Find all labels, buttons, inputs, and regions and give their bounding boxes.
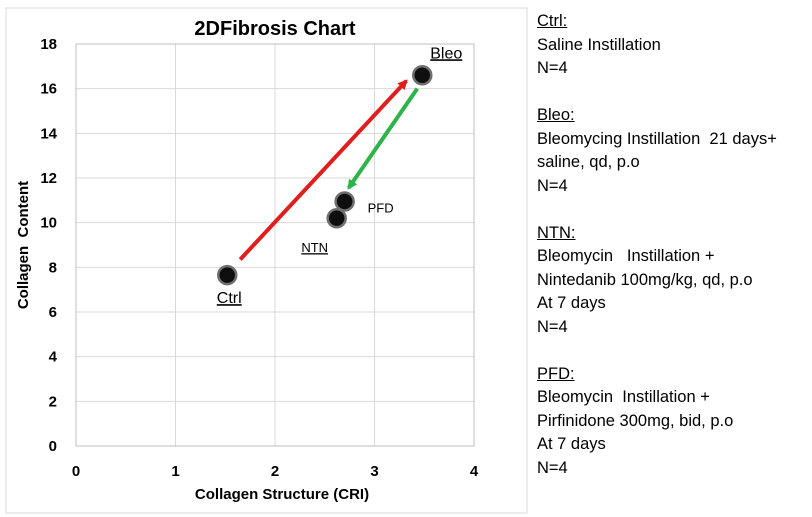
y-tick-label: 4	[49, 349, 58, 366]
y-tick-label: 2	[49, 393, 57, 410]
legend-line: Bleomycin Instillation +	[537, 247, 715, 265]
y-tick-label: 10	[40, 215, 57, 232]
data-point-pfd	[334, 191, 355, 212]
legend-block: PFD: Bleomycin Instillation + Pirfinidone …	[537, 363, 809, 481]
y-tick-label: 14	[40, 125, 57, 142]
legend-line: N=4	[537, 59, 568, 77]
point-label-bleo: Bleo	[430, 45, 462, 62]
x-tick-label: 4	[470, 463, 479, 480]
legend-line: N=4	[537, 458, 568, 477]
x-tick-label: 0	[72, 463, 80, 480]
trend-arrow	[346, 87, 419, 190]
legend-line: N=4	[537, 176, 568, 195]
chart-frame	[5, 7, 528, 514]
legend-block: NTN: Bleomycin Instillation + Nintedanib 1…	[537, 222, 809, 340]
y-tick-label: 8	[49, 259, 57, 276]
y-axis-label: Collagen Content	[15, 181, 32, 309]
legend-heading: NTN:	[537, 223, 576, 242]
data-point-bleo	[412, 65, 433, 86]
y-tick-label: 0	[49, 438, 57, 455]
data-point-ntn	[326, 207, 347, 229]
y-tick-label: 18	[40, 36, 57, 53]
trend-arrow	[238, 79, 408, 261]
chart-title: 2DFibrosis Chart	[194, 18, 355, 40]
y-tick-label: 16	[40, 81, 57, 98]
legend-line: Nintedanib 100mg/kg, qd, p.o	[537, 270, 753, 289]
arrows	[238, 79, 419, 261]
legend-line: saline, qd, p.o	[537, 153, 640, 171]
x-axis-label: Collagen Structure (CRI)	[195, 486, 369, 503]
legend-line: Bleomycing Instillation 21 days+	[537, 129, 777, 148]
legend-heading: PFD:	[537, 364, 575, 383]
legend-block: Ctrl: Saline Instillation N=4	[537, 10, 809, 81]
legend-line: Pirfinidone 300mg, bid, p.o	[537, 411, 734, 430]
x-tick-label: 1	[171, 463, 179, 480]
legend-line: N=4	[537, 317, 568, 336]
y-tick-label: 12	[40, 170, 57, 187]
legend-block: Bleo: Bleomycing Instillation 21 days+ sal…	[537, 104, 809, 198]
data-point-ctrl	[216, 264, 238, 286]
y-axis-ticks: 0 2 4 6 8 10 12 14 16 18	[40, 36, 57, 455]
data-points: Ctrl Bleo NTN PFD	[217, 45, 463, 307]
legend-line: At 7 days	[537, 294, 606, 312]
legend-line: Saline Instillation	[537, 35, 661, 54]
legend-heading: Ctrl:	[537, 12, 568, 30]
x-tick-label: 3	[370, 463, 378, 480]
x-axis-ticks: 0 1 2 3 4	[72, 463, 479, 480]
x-tick-label: 2	[271, 463, 279, 480]
group-legend: Ctrl: Saline Instillation N=4 Bleo: Bleomyci…	[537, 10, 809, 504]
point-label-ctrl: Ctrl	[217, 290, 242, 307]
plot-area	[75, 43, 475, 447]
legend-heading: Bleo:	[537, 106, 575, 124]
legend-line: Bleomycin Instillation +	[537, 388, 710, 406]
point-label-pfd: PFD	[368, 200, 394, 215]
y-tick-label: 6	[49, 304, 57, 321]
legend-line: At 7 days	[537, 435, 606, 453]
point-label-ntn: NTN	[301, 240, 328, 255]
